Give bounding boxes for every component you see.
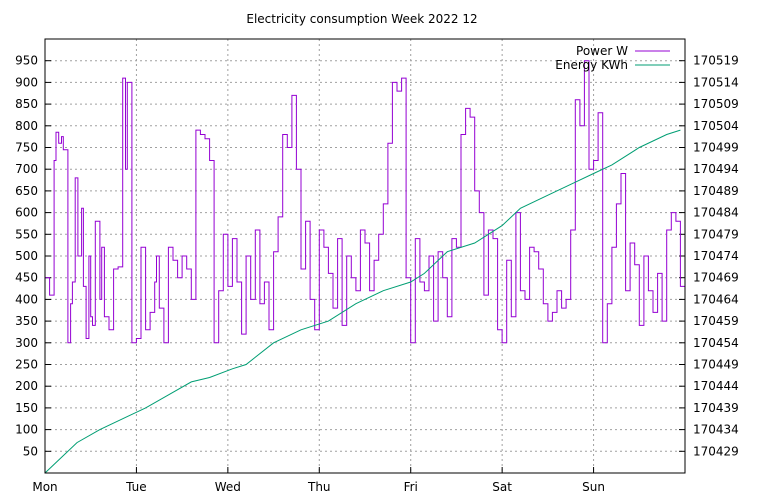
- left-tick-label: 150: [15, 401, 38, 415]
- right-axis-ticks: 170429 170434 170439 170444 170449 170454 1704…: [679, 54, 739, 458]
- left-tick-label: 100: [15, 423, 38, 437]
- right-tick-label: 170514: [693, 75, 739, 89]
- right-tick-label: 170459: [693, 314, 739, 328]
- right-tick-label: 170464: [693, 292, 739, 306]
- right-tick-label: 170494: [693, 162, 739, 176]
- right-tick-label: 170439: [693, 401, 739, 415]
- series-line-energy: [44, 129, 681, 474]
- right-tick-label: 170469: [693, 271, 739, 285]
- x-axis-ticks: Mon Tue Wed Thu Fri Sat Sun: [32, 467, 605, 494]
- x-tick-label: Fri: [404, 480, 418, 494]
- right-tick-label: 170484: [693, 206, 739, 220]
- right-tick-label: 170479: [693, 227, 739, 241]
- legend-label-energy: Energy KWh: [555, 58, 628, 72]
- legend: Power W Energy KWh: [555, 44, 670, 72]
- right-tick-label: 170454: [693, 336, 739, 350]
- right-tick-label: 170509: [693, 97, 739, 111]
- left-tick-label: 350: [15, 314, 38, 328]
- right-tick-label: 170519: [693, 54, 739, 68]
- x-tick-label: Wed: [215, 480, 241, 494]
- left-tick-label: 400: [15, 292, 38, 306]
- plot-frame: [44, 38, 686, 474]
- left-tick-label: 50: [23, 444, 38, 458]
- right-tick-label: 170434: [693, 423, 739, 437]
- x-tick-label: Mon: [32, 480, 57, 494]
- right-tick-label: 170489: [693, 184, 739, 198]
- left-tick-label: 500: [15, 249, 38, 263]
- left-tick-label: 650: [15, 184, 38, 198]
- left-tick-label: 700: [15, 162, 38, 176]
- x-tick-label: Sat: [492, 480, 512, 494]
- left-tick-label: 550: [15, 227, 38, 241]
- left-tick-label: 600: [15, 206, 38, 220]
- left-tick-label: 300: [15, 336, 38, 350]
- right-tick-label: 170449: [693, 358, 739, 372]
- left-tick-label: 950: [15, 54, 38, 68]
- left-axis-ticks: 50 100 150 200 250 300 350 400 450 500 550 600 650 70…: [15, 54, 51, 458]
- right-tick-label: 170474: [693, 249, 739, 263]
- left-tick-label: 450: [15, 271, 38, 285]
- left-tick-label: 850: [15, 97, 38, 111]
- left-tick-label: 750: [15, 141, 38, 155]
- chart-title: Electricity consumption Week 2022 12: [246, 12, 477, 26]
- x-tick-label: Sun: [582, 480, 605, 494]
- right-tick-label: 170499: [693, 141, 739, 155]
- series-line-power: [45, 60, 685, 344]
- left-tick-label: 800: [15, 119, 38, 133]
- x-tick-label: Tue: [125, 480, 147, 494]
- x-tick-label: Thu: [307, 480, 331, 494]
- right-tick-label: 170429: [693, 444, 739, 458]
- series-layer: [44, 60, 685, 474]
- left-tick-label: 200: [15, 379, 38, 393]
- left-tick-label: 900: [15, 75, 38, 89]
- left-tick-label: 250: [15, 358, 38, 372]
- legend-label-power: Power W: [576, 44, 628, 58]
- right-tick-label: 170444: [693, 379, 739, 393]
- right-tick-label: 170504: [693, 119, 739, 133]
